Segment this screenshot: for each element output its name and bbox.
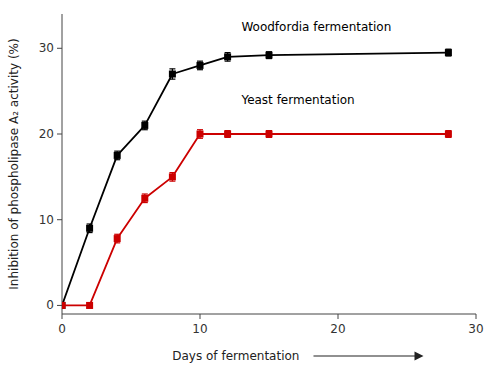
error-bar-cap (114, 151, 120, 152)
point-marker (197, 131, 204, 138)
error-bar-cap (197, 138, 203, 139)
point-marker (114, 235, 121, 242)
y-tick (57, 134, 62, 135)
point-marker (169, 173, 176, 180)
error-bar-cap (225, 61, 231, 62)
error-bar-cap (114, 159, 120, 160)
point-marker (266, 52, 273, 59)
error-bar (445, 49, 451, 56)
chart-container: 0 10 20 30 0 10 20 30 Inhibition of phospholipas… (0, 0, 500, 376)
error-bar-cap (87, 223, 93, 224)
point-marker (197, 62, 204, 69)
point-marker (62, 302, 66, 309)
error-bar (266, 131, 272, 138)
error-bar-cap (197, 61, 203, 62)
error-bar-cap (142, 129, 148, 130)
y-tick-label: 10 (39, 213, 54, 227)
error-bar (142, 121, 148, 130)
error-bar-cap (169, 181, 175, 182)
error-bar (445, 131, 451, 138)
point-marker (445, 49, 452, 56)
error-bar-cap (169, 68, 175, 69)
x-axis-line (62, 314, 476, 315)
point-marker (169, 71, 176, 78)
point-marker (141, 122, 148, 129)
error-bar (62, 303, 65, 308)
x-tick-label: 30 (468, 322, 483, 336)
error-bar-cap (169, 79, 175, 80)
error-bar-cap (142, 202, 148, 203)
point-marker (266, 131, 273, 138)
error-bar-cap (142, 193, 148, 194)
y-tick-label: 20 (39, 127, 54, 141)
y-tick (57, 219, 62, 220)
point-marker (114, 152, 121, 159)
series-0 (62, 49, 452, 309)
series-1 (62, 130, 452, 309)
error-bar-cap (197, 129, 203, 130)
y-tick (57, 305, 62, 306)
annotation: Woodfordia fermentation (241, 20, 391, 34)
error-bar (87, 303, 93, 308)
y-tick-label: 30 (39, 41, 54, 55)
x-direction-arrow (313, 352, 423, 361)
x-axis-label: Days of fermentation (172, 349, 299, 363)
x-tick-label: 20 (330, 322, 345, 336)
plot-area (62, 49, 452, 309)
error-bar-cap (225, 52, 231, 53)
y-tick (57, 48, 62, 49)
chart-svg: 0 10 20 30 0 10 20 30 Inhibition of phospholipas… (0, 0, 500, 376)
error-bar (114, 151, 120, 160)
error-bar (197, 130, 203, 139)
error-bar-cap (142, 121, 148, 122)
error-bar (87, 224, 93, 233)
point-marker (62, 302, 66, 309)
x-tick-label: 10 (192, 322, 207, 336)
series-line (62, 134, 448, 305)
y-tick-label: 0 (46, 298, 54, 312)
series-line (62, 53, 448, 306)
arrow-shaft (313, 355, 415, 356)
point-marker (86, 225, 93, 232)
point-marker (224, 53, 231, 60)
error-bar (169, 173, 175, 182)
point-marker (141, 195, 148, 202)
point-marker (445, 131, 452, 138)
x-tick (62, 314, 63, 319)
error-bar (114, 234, 120, 243)
x-tick (200, 314, 201, 319)
y-axis-label: Inhibition of phospholipase A₂ activity … (7, 38, 21, 289)
error-bar-cap (114, 242, 120, 243)
error-bar (197, 61, 203, 70)
error-bar-cap (114, 234, 120, 235)
error-bar (266, 52, 272, 59)
point-marker (224, 131, 231, 138)
x-tick (476, 314, 477, 319)
y-axis-line (62, 14, 63, 314)
error-bar (225, 53, 231, 62)
error-bar (142, 194, 148, 203)
x-tick-label: 0 (58, 322, 66, 336)
error-bar-cap (197, 69, 203, 70)
error-bar-cap (87, 232, 93, 233)
error-bar-cap (169, 172, 175, 173)
error-bar (169, 69, 175, 79)
error-bar (225, 131, 231, 138)
error-bar (62, 303, 65, 308)
annotation: Yeast fermentation (240, 93, 354, 107)
point-marker (86, 302, 93, 309)
arrow-head (414, 352, 423, 361)
x-tick (338, 314, 339, 319)
